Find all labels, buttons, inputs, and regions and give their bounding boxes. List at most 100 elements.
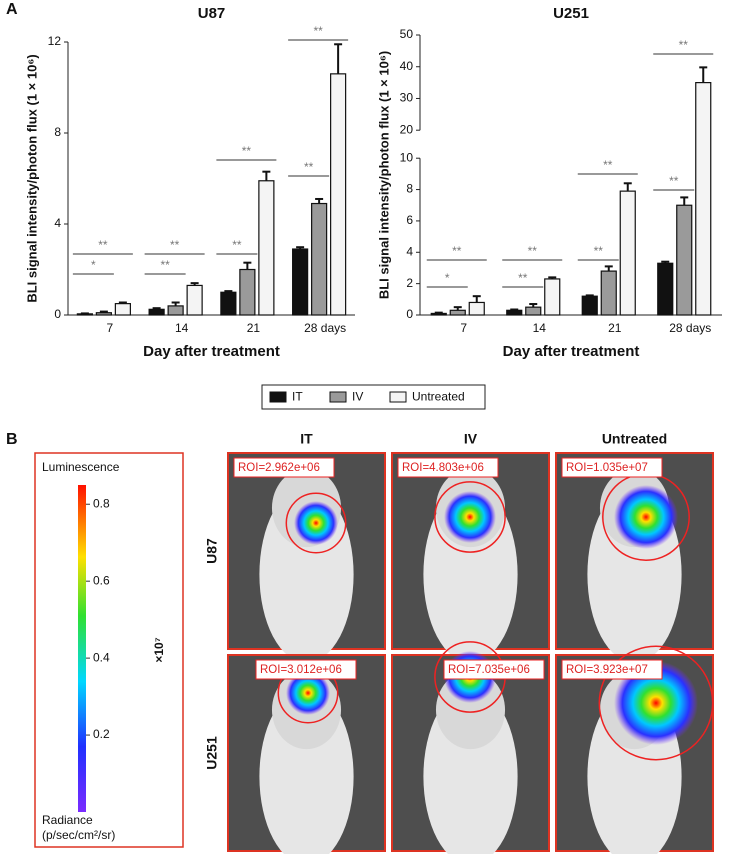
legend-label: IV <box>352 390 363 404</box>
image-panel: ROI=7.035e+06 <box>391 641 550 854</box>
signal-blob <box>614 661 698 745</box>
roi-label-box <box>233 457 335 478</box>
row-header: U87 <box>204 538 220 564</box>
roi-label: ROI=2.962e+06 <box>238 462 320 474</box>
image-panel: ROI=3.923e+07 <box>555 645 714 854</box>
colorbar-tick-label: 0.2 <box>93 727 110 741</box>
signal-blob <box>286 671 330 715</box>
significance-label: ** <box>452 244 462 258</box>
roi-label-box <box>397 457 499 478</box>
colorbar-unit: (p/sec/cm²/sr) <box>42 828 115 842</box>
colorbar-frame <box>34 452 184 848</box>
roi-label-box <box>255 659 357 680</box>
x-tick-label: 28 days <box>304 321 346 335</box>
signal-blob <box>444 491 496 543</box>
roi-circle <box>598 645 714 761</box>
bar <box>468 301 485 316</box>
bar <box>600 270 617 316</box>
roi-label: ROI=3.012e+06 <box>260 664 342 676</box>
significance-label: ** <box>98 238 108 252</box>
column-header: IT <box>300 431 313 447</box>
bar <box>95 312 112 316</box>
significance-label: ** <box>594 244 604 258</box>
bar <box>544 278 561 316</box>
significance-label: ** <box>242 144 252 158</box>
bar <box>449 309 466 316</box>
colorbar-multiplier: ×10⁷ <box>152 637 166 662</box>
image-panel: ROI=2.962e+06 <box>227 452 386 663</box>
column-header: IV <box>464 431 478 447</box>
roi-label: ROI=7.035e+06 <box>448 664 530 676</box>
bar <box>292 248 309 316</box>
y-tick-label: 50 <box>400 27 414 41</box>
bar <box>258 180 275 316</box>
significance-label: ** <box>304 160 314 174</box>
significance-label: ** <box>679 38 689 52</box>
x-tick-label: 21 <box>608 321 622 335</box>
significance-label: * <box>445 271 450 285</box>
legend-label: IT <box>292 390 303 404</box>
y-tick-label: 6 <box>406 213 413 227</box>
roi-label-box <box>561 457 663 478</box>
roi-circle <box>285 492 347 554</box>
roi-label-box <box>443 659 545 680</box>
roi-circle <box>434 481 506 553</box>
bar <box>506 309 523 316</box>
y-tick-label: 4 <box>406 244 413 258</box>
significance-label: ** <box>528 244 538 258</box>
row-header: U251 <box>204 736 220 770</box>
legend-swatch <box>329 391 347 403</box>
x-tick-label: 14 <box>533 321 547 335</box>
bar <box>311 202 328 316</box>
y-tick-label: 40 <box>400 59 414 73</box>
colorbar-title: Luminescence <box>42 460 120 474</box>
panel-label: A <box>6 1 18 18</box>
colorbar-tick-label: 0.6 <box>93 573 110 587</box>
panel-label: B <box>6 431 18 448</box>
roi-label: ROI=3.923e+07 <box>566 664 648 676</box>
x-tick-label: 14 <box>175 321 189 335</box>
legend-swatch <box>389 391 407 403</box>
column-header: Untreated <box>602 431 667 447</box>
x-tick-label: 7 <box>460 321 467 335</box>
legend-box <box>261 384 486 410</box>
image-panel: ROI=1.035e+07 <box>555 452 714 663</box>
bar <box>167 305 184 316</box>
bar <box>657 262 674 316</box>
signal-blob <box>614 485 678 549</box>
significance-label: ** <box>518 271 528 285</box>
x-axis-label: Day after treatment <box>503 343 640 360</box>
y-tick-label: 8 <box>54 125 61 139</box>
y-tick-label: 4 <box>54 216 61 230</box>
y-tick-label: 12 <box>48 34 62 48</box>
signal-blob <box>294 501 338 545</box>
image-panel: ROI=4.803e+06 <box>391 452 550 663</box>
roi-label: ROI=4.803e+06 <box>402 462 484 474</box>
bar <box>186 284 203 316</box>
significance-label: ** <box>313 24 323 38</box>
significance-label: ** <box>603 158 613 172</box>
y-tick-label: 0 <box>54 307 61 321</box>
y-axis-label: BLI signal intensity/photon flux (1 × 10… <box>24 54 39 302</box>
bar <box>676 204 693 316</box>
y-tick-label: 0 <box>406 307 413 321</box>
y-tick-label: 2 <box>406 276 413 290</box>
bar <box>114 303 131 316</box>
roi-label: ROI=1.035e+07 <box>566 462 648 474</box>
chart-title: U87 <box>198 5 226 22</box>
y-tick-label: 30 <box>400 91 414 105</box>
x-tick-label: 28 days <box>669 321 711 335</box>
y-tick-label: 8 <box>406 182 413 196</box>
chart-title: U251 <box>553 5 589 22</box>
y-tick-label: 20 <box>400 122 414 136</box>
bar <box>695 81 712 316</box>
colorbar-unit-title: Radiance <box>42 813 93 827</box>
bar <box>430 312 447 316</box>
bar <box>581 295 598 316</box>
significance-label: ** <box>160 258 170 272</box>
x-axis-label: Day after treatment <box>143 343 280 360</box>
bar <box>220 291 237 316</box>
image-panel: ROI=3.012e+06 <box>227 654 386 854</box>
roi-label-box <box>561 659 663 680</box>
